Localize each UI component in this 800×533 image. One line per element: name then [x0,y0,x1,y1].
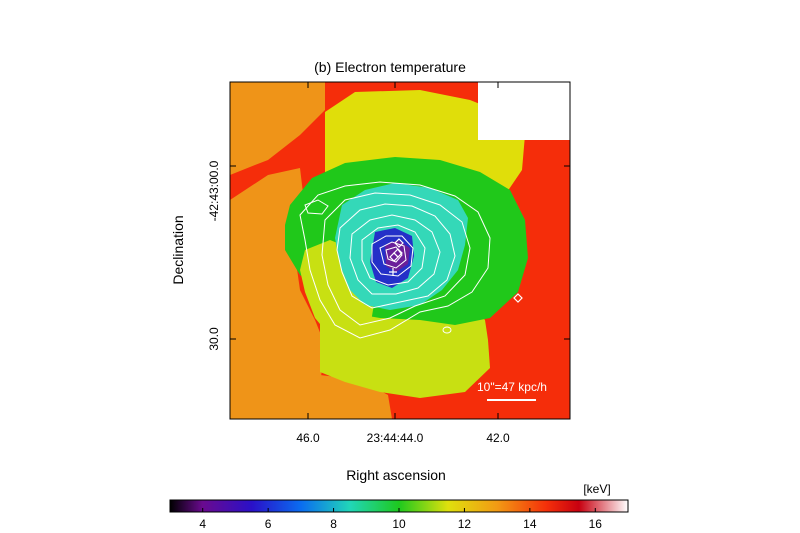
scale-bar-label: 10"=47 kpc/h [477,380,547,394]
colorbar-tick-label: 12 [458,517,472,531]
map-frame [229,81,571,420]
center-cross-marker [389,268,397,276]
x-tick-label: 46.0 [296,431,320,445]
x-tick-label: 42.0 [486,431,510,445]
colorbar-tick-label: 4 [199,517,206,531]
contour-line [304,199,329,215]
contour-line [442,326,452,334]
contour-line [371,235,414,277]
y-axis-label: Declination [170,215,186,284]
colorbar-tick-label: 10 [392,517,406,531]
diamond-marker [389,252,399,262]
axis-ticks [230,82,570,419]
contour-line [349,214,441,295]
chart-title: (b) Electron temperature [314,59,466,75]
x-axis-label: Right ascension [346,467,446,483]
contour-lines [299,181,491,339]
contour-line [299,181,491,339]
colorbar-ticks: 4 6 8 10 12 14 16 [199,508,602,531]
point-sources [389,238,523,303]
contour-line [321,192,471,326]
region-outer-west [230,82,325,175]
colorbar-tick-label: 6 [265,517,272,531]
colorbar-tick-label: 16 [589,517,603,531]
contour-line [385,246,403,263]
colorbar-unit: [keV] [583,482,610,496]
diamond-marker [513,293,523,303]
contour-line [336,203,456,309]
y-tick-label: -42:43:00.0 [207,160,221,221]
region-outer-west [230,168,325,419]
contour-line [379,241,407,269]
y-tick-label: 30.0 [207,327,221,351]
x-tick-label: 23:44:44.0 [367,431,424,445]
diamond-marker [394,238,404,248]
contour-line [361,224,426,286]
temperature-map: 10"=47 kpc/h [230,82,570,419]
colorbar-tick-label: 8 [330,517,337,531]
region-no-data [478,82,570,140]
colorbar-tick-label: 14 [523,517,537,531]
